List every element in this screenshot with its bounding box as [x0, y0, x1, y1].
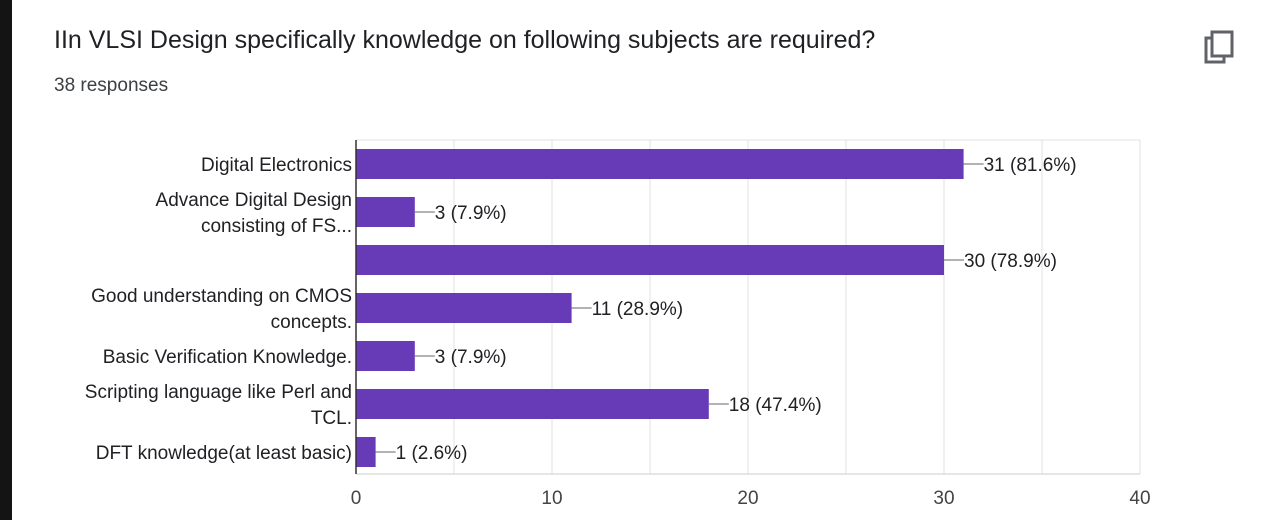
category-label: DFT knowledge(at least basic)	[96, 443, 352, 464]
x-tick-label: 30	[933, 488, 954, 509]
category-label: consisting of FS...	[201, 216, 352, 237]
bar	[356, 389, 709, 419]
question-title: IIn VLSI Design specifically knowledge o…	[54, 26, 876, 54]
bar	[356, 341, 415, 371]
data-label: 3 (7.9%)	[435, 347, 507, 368]
x-tick-label: 0	[351, 488, 362, 509]
data-label: 31 (81.6%)	[984, 155, 1077, 176]
x-tick-label: 40	[1129, 488, 1150, 509]
copy-chart-button[interactable]	[1196, 24, 1244, 72]
category-label: Scripting language like Perl and	[85, 382, 352, 403]
bar	[356, 197, 415, 227]
window-edge	[0, 0, 12, 520]
data-label: 3 (7.9%)	[435, 203, 507, 224]
response-count: 38 responses	[54, 75, 169, 96]
data-label: 18 (47.4%)	[729, 395, 822, 416]
bar	[356, 293, 572, 323]
data-label: 30 (78.9%)	[964, 251, 1057, 272]
bar	[356, 245, 944, 275]
x-tick-label: 10	[541, 488, 562, 509]
category-label: Advance Digital Design	[156, 190, 352, 211]
bar	[356, 149, 964, 179]
bar	[356, 437, 376, 467]
category-label: TCL.	[311, 408, 352, 429]
data-label: 11 (28.9%)	[592, 299, 684, 320]
copy-icon	[1204, 30, 1234, 64]
category-label: concepts.	[271, 312, 352, 333]
category-label: Basic Verification Knowledge.	[103, 347, 352, 368]
category-label: Digital Electronics	[201, 155, 352, 176]
category-label: Good understanding on CMOS	[91, 286, 352, 307]
x-tick-label: 20	[737, 488, 758, 509]
data-label: 1 (2.6%)	[396, 443, 468, 464]
